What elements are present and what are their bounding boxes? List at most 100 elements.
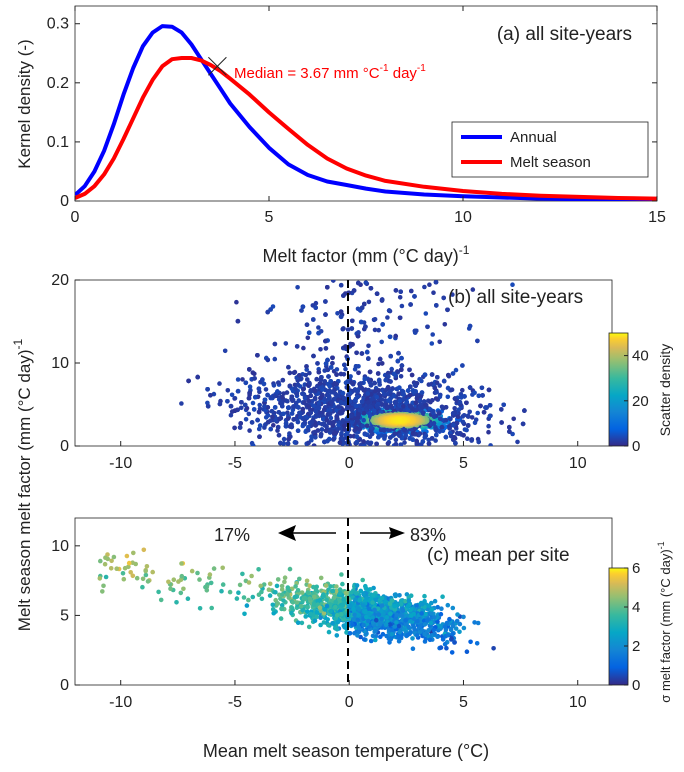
scatter-point [404,592,410,597]
scatter-point [234,299,239,305]
scatter-point [305,377,310,382]
scatter-point [401,627,407,632]
scatter-point [356,412,361,417]
scatter-point [334,584,339,589]
scatter-point [271,423,276,428]
scatter-point [273,590,278,595]
scatter-point [391,393,397,399]
scatter-point [397,385,402,391]
scatter-point [306,330,312,336]
scatter-point [306,398,312,404]
scatter-point [307,370,312,376]
scatter-point [287,370,293,376]
scatter-point [423,433,429,438]
scatter-point [273,597,279,603]
scatter-point [401,391,406,396]
scatter-point [350,318,355,324]
scatter-point [454,618,460,624]
scatter-point [250,594,256,600]
scatter-point [365,618,371,624]
scatter-point [266,587,272,592]
scatter-point [281,436,287,442]
scatter-point [455,612,460,617]
scatter-point [429,436,435,441]
scatter-point [144,564,150,569]
scatter-point [304,578,310,584]
scatter-point [428,399,433,405]
scatter-point [241,595,247,600]
scatter-point [343,590,349,596]
scatter-point [208,393,213,398]
scatter-point [338,282,344,288]
scatter-point [397,315,403,321]
scatter-point [467,323,473,329]
scatter-point [360,423,366,429]
scatter-point [343,432,349,438]
scatter-point [499,407,504,412]
scatter-point [325,617,331,622]
panel-b-colorbar [608,332,629,447]
scatter-point [362,376,368,382]
scatter-point [315,361,320,366]
x-tick-label: 10 [569,455,587,472]
scatter-point [247,390,252,396]
scatter-point [217,401,223,407]
scatter-point [275,424,281,430]
scatter-point [259,589,264,595]
scatter-point [328,415,334,421]
scatter-point [398,633,404,639]
scatter-point [281,441,287,446]
scatter-point [325,357,330,363]
scatter-point [295,419,301,425]
x-tick-label: 5 [265,209,274,226]
scatter-point [323,361,329,366]
scatter-point [304,322,310,328]
scatter-point [342,427,347,432]
scatter-point [121,576,127,582]
scatter-point [145,579,151,584]
scatter-point [354,439,360,445]
scatter-point [442,322,448,327]
scatter-point [450,371,456,376]
panel-a-label: (a) all site-years [497,24,632,45]
scatter-point [364,349,370,355]
scatter-point [292,440,298,445]
scatter-point [269,408,275,414]
scatter-point [452,640,457,645]
scatter-point [317,381,323,386]
scatter-point [361,417,367,423]
scatter-point [429,341,435,346]
scatter-point [356,629,362,635]
scatter-point [324,417,330,423]
scatter-point [220,565,225,571]
scatter-point [374,618,379,623]
scatter-point [265,357,271,363]
scatter-point [243,417,249,422]
scatter-point [407,367,412,373]
scatter-point [354,583,360,588]
scatter-point [307,583,313,588]
scatter-point [338,314,344,320]
scatter-point [377,356,383,362]
scatter-point [302,420,308,426]
panel-c-points [97,547,496,655]
scatter-point [460,387,465,393]
scatter-point [311,353,316,359]
scatter-point [362,301,367,307]
scatter-point [286,405,291,411]
scatter-point [257,434,262,440]
scatter-point [366,343,371,349]
scatter-point [244,603,250,608]
scatter-point [375,404,380,410]
scatter-point [131,550,136,556]
scatter-point [370,396,376,401]
scatter-point [451,422,456,428]
scatter-point [371,408,377,414]
scatter-point [272,393,277,399]
scatter-point [227,589,233,595]
scatter-point [268,307,273,312]
scatter-point [435,634,440,639]
scatter-point [450,631,455,637]
scatter-point [355,617,361,623]
scatter-point [295,285,300,290]
